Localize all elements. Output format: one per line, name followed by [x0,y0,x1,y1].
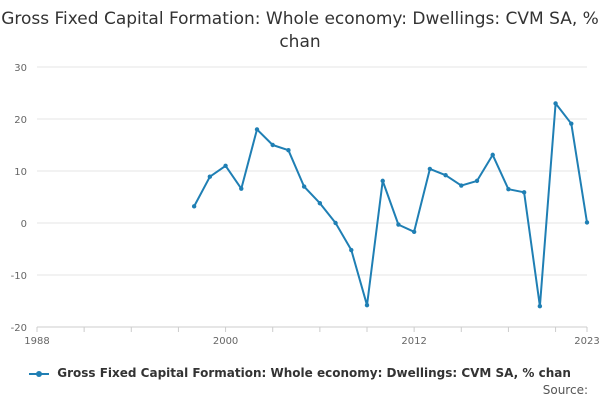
data-point-2014 [443,172,448,178]
y-axis-tick-labels: 30 20 10 0 -10 -20 [11,63,27,334]
data-point-2003 [270,142,275,148]
data-point-2009 [364,302,370,308]
chart-title: Gross Fixed Capital Formation: Whole eco… [1,9,599,52]
data-point-2000 [223,163,228,168]
data-point-1998 [191,204,197,209]
legend-line-marker-icon [29,368,50,380]
y-tick-label--10: -10 [11,271,27,282]
data-point-2012 [411,229,417,235]
data-point-2004 [286,148,291,153]
x-tick-label-2023: 2023 [574,336,599,347]
data-point-2022 [569,121,574,126]
data-point-2013 [427,166,433,172]
x-axis-tick-labels: 1988 2000 2012 2023 [24,336,599,347]
legend-label: Gross Fixed Capital Formation: Whole eco… [57,366,571,380]
data-point-2016 [474,178,480,184]
legend[interactable]: Gross Fixed Capital Formation: Whole eco… [0,366,600,380]
data-point-2017 [490,152,495,158]
data-point-2011 [396,222,401,227]
data-point-2021 [553,101,558,106]
data-point-2005 [301,184,307,189]
x-axis [36,326,588,332]
data-point-2001 [239,186,244,191]
y-tick-label-0: 0 [21,219,27,230]
data-point-2007 [333,220,338,226]
y-tick-label-20: 20 [14,115,27,126]
data-point-2023 [584,220,590,225]
data-point-2006 [317,201,323,206]
data-point-2010 [380,178,385,184]
y-tick-label--20: -20 [11,323,27,334]
series-line [193,102,588,308]
data-point-2020 [537,304,543,309]
data-point-2018 [506,187,511,192]
y-tick-label-30: 30 [14,63,27,74]
y-tick-label-10: 10 [14,167,27,178]
x-tick-label-2000: 2000 [213,336,238,347]
data-point-2015 [459,183,464,188]
series-layer [191,101,590,309]
x-tick-label-2012: 2012 [401,336,426,347]
data-point-1999 [207,174,213,179]
data-point-2019 [521,190,527,195]
data-point-2002 [254,127,260,132]
x-tick-label-1988: 1988 [24,336,49,347]
data-point-2008 [349,247,354,253]
source-label: Source: [542,383,588,397]
gridlines [37,66,587,328]
